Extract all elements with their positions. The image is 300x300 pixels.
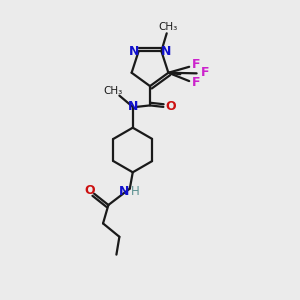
- Text: N: N: [128, 100, 138, 113]
- Text: F: F: [192, 76, 201, 89]
- Text: N: N: [119, 184, 130, 197]
- Text: F: F: [201, 66, 209, 79]
- Text: N: N: [161, 45, 171, 58]
- Text: F: F: [192, 58, 201, 71]
- Text: O: O: [84, 184, 95, 196]
- Text: CH₃: CH₃: [103, 86, 122, 96]
- Text: CH₃: CH₃: [159, 22, 178, 32]
- Text: O: O: [165, 100, 175, 113]
- Text: N: N: [129, 45, 139, 58]
- Text: H: H: [131, 184, 140, 197]
